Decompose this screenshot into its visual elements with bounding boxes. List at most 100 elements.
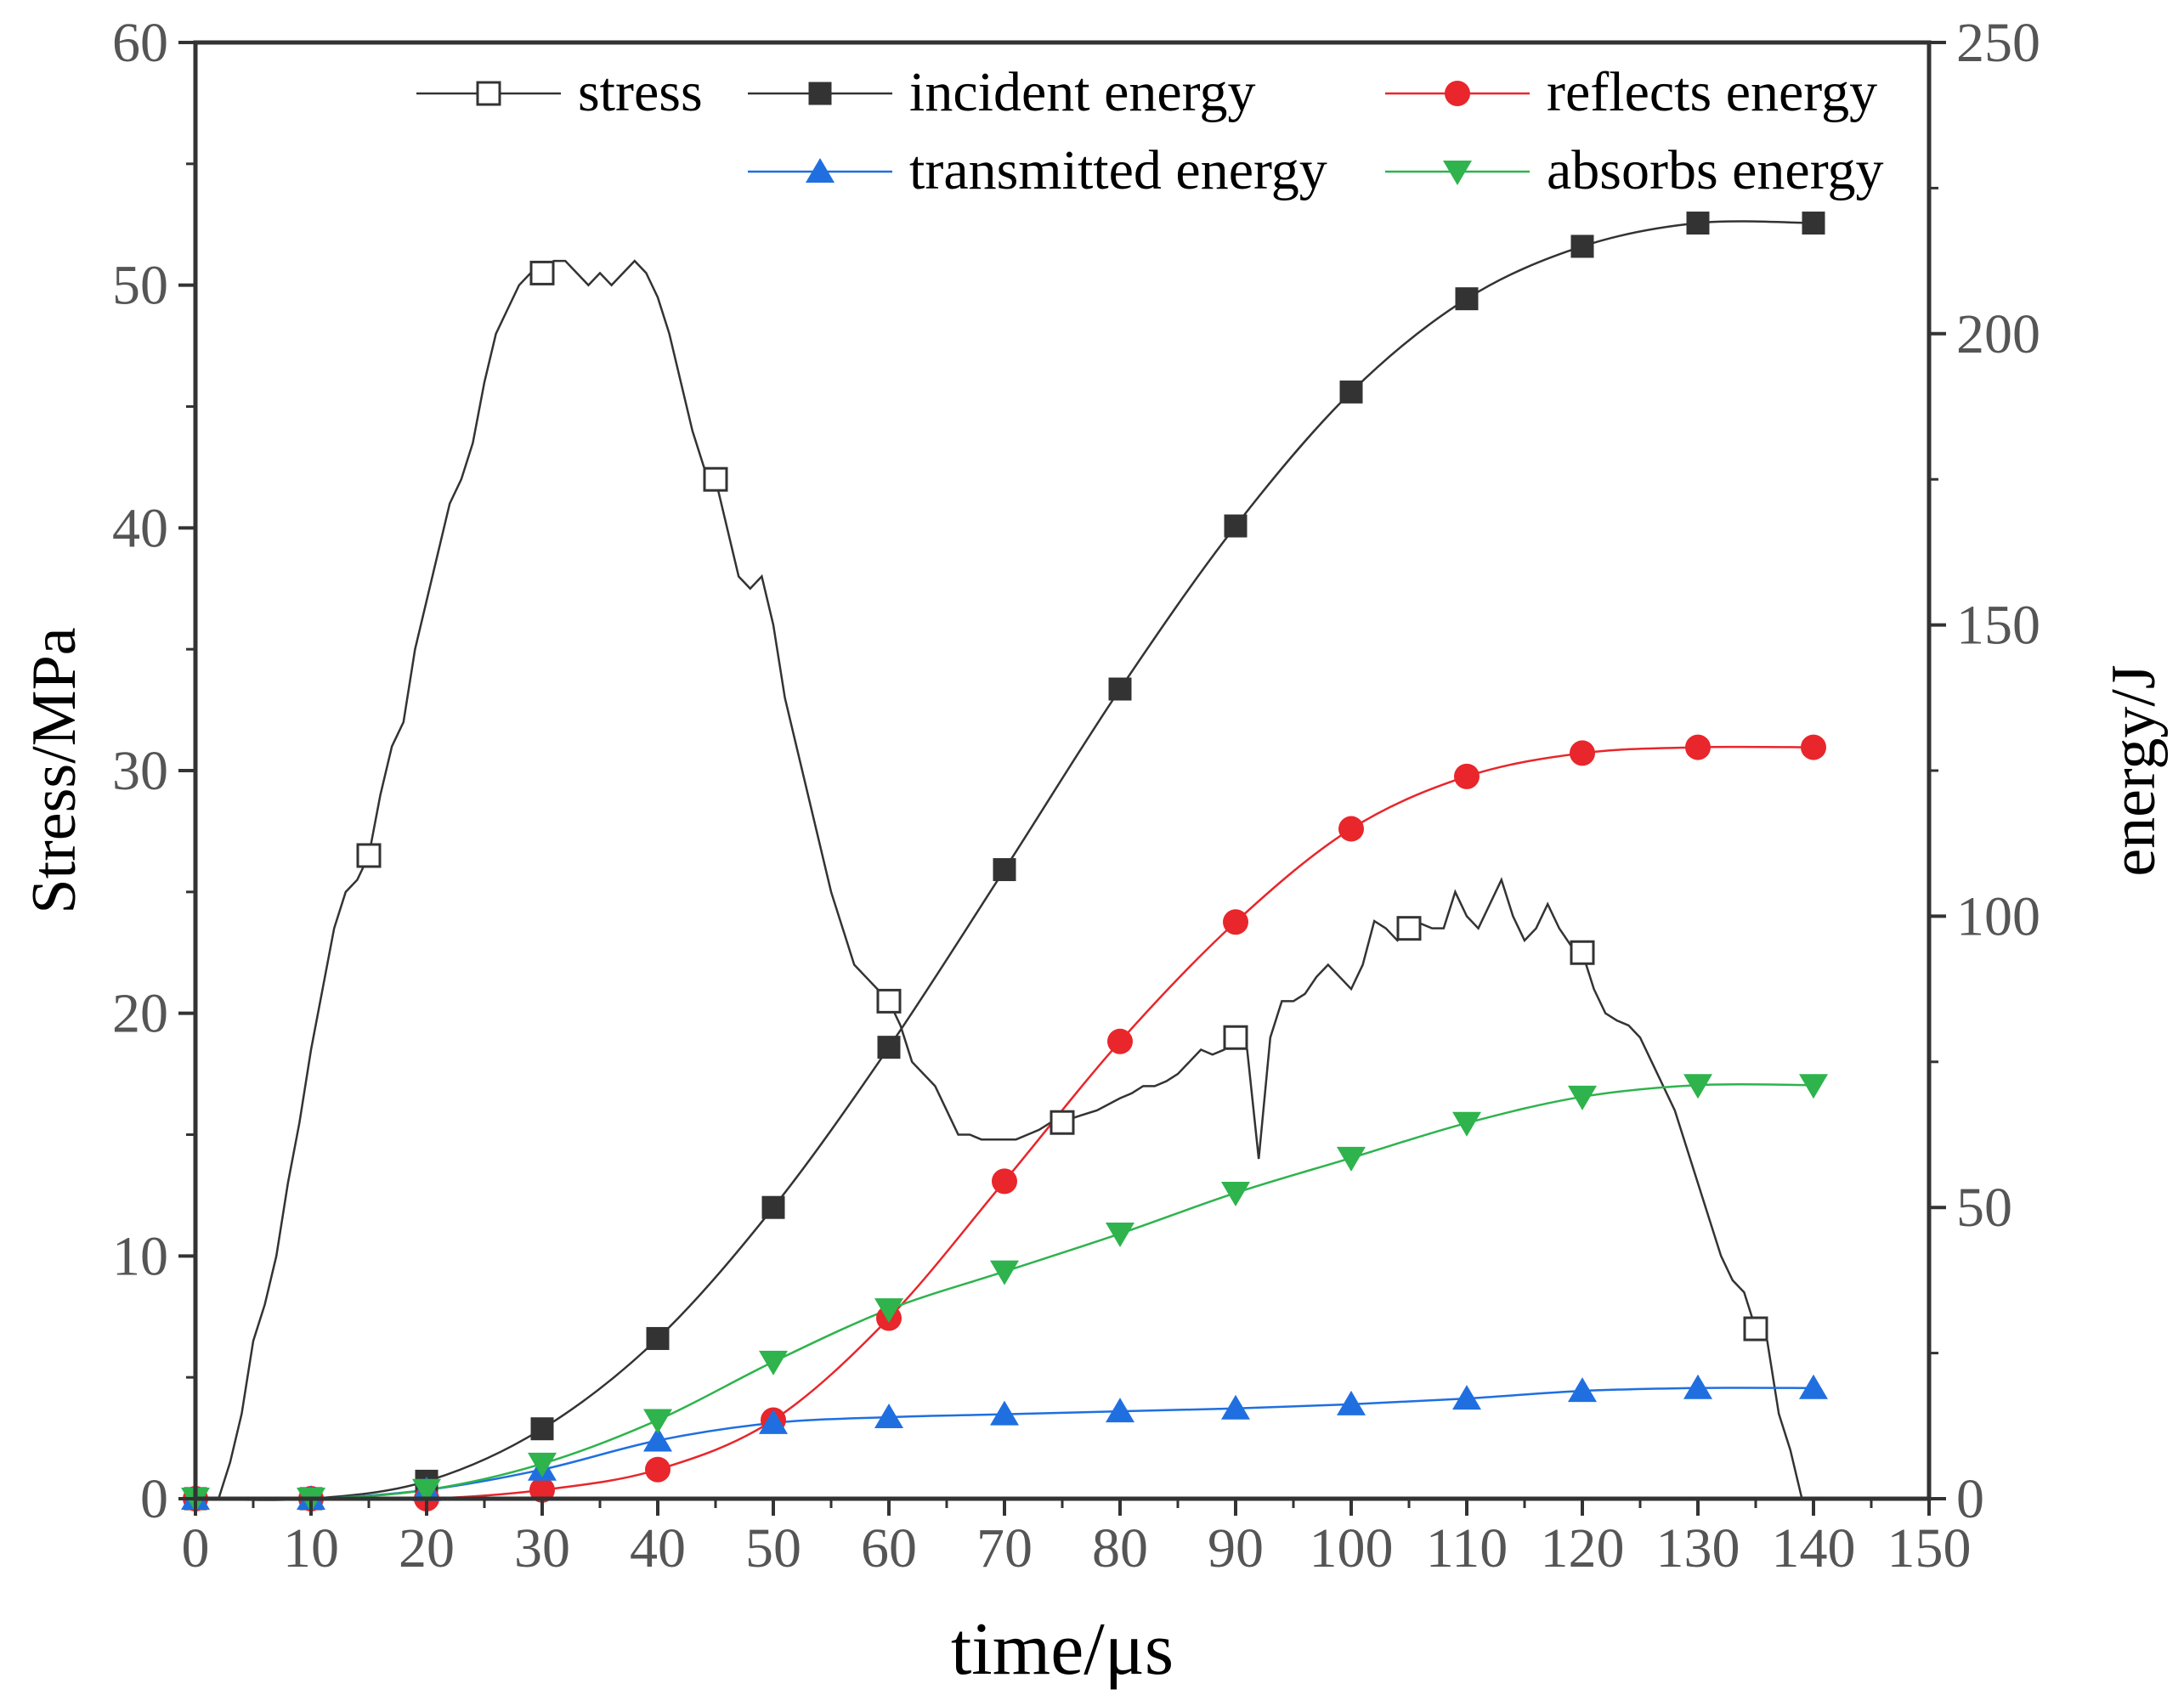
y-tick-label: 10 <box>112 1225 168 1287</box>
absorbs-energy-marker <box>643 1409 672 1434</box>
stress-marker <box>1223 1025 1248 1050</box>
y-tick-label: 50 <box>112 255 168 317</box>
stress-marker <box>529 260 555 285</box>
incident-energy-marker <box>1570 234 1594 258</box>
stress-marker <box>703 466 728 492</box>
incident-energy-marker <box>646 1326 670 1350</box>
legend-item-stress: stress <box>416 61 703 123</box>
absorbs-energy-marker <box>1106 1223 1134 1248</box>
legend-item-absorbs-energy: absorbs energy <box>1385 139 1884 201</box>
reflects-energy-marker <box>1454 763 1480 789</box>
absorbs-energy-marker <box>1683 1074 1712 1099</box>
y-axis-left: 0 10 20 30 40 50 60 <box>112 12 195 1530</box>
absorbs-energy-marker <box>874 1298 903 1324</box>
legend: stress incident energy reflects energy tran… <box>416 61 1884 201</box>
reflects-energy-marker <box>645 1456 670 1483</box>
absorbs-energy-marker <box>1337 1146 1366 1172</box>
y2-tick-label: 50 <box>1956 1177 2012 1239</box>
stress-marker <box>1050 1110 1075 1135</box>
legend-label: reflects energy <box>1547 61 1877 123</box>
x-tick-label: 20 <box>399 1517 455 1579</box>
transmitted-energy-marker <box>1337 1390 1366 1415</box>
incident-energy-marker <box>1339 380 1363 404</box>
absorbs-energy-marker <box>759 1350 788 1376</box>
stress-marker <box>356 843 382 868</box>
x-axis: 0 10 20 30 40 50 60 70 80 90 100 110 120 130 140 150 <box>182 1499 1972 1579</box>
y2-tick-label: 200 <box>1956 303 2040 365</box>
y2-axis-title: energy/J <box>2099 664 2169 876</box>
absorbs-energy-marker <box>990 1260 1019 1285</box>
x-tick-label: 10 <box>283 1517 339 1579</box>
x-axis-title: time/μs <box>951 1608 1174 1691</box>
absorbs-energy-marker <box>528 1452 557 1477</box>
reflects-energy-marker <box>1223 909 1248 935</box>
legend-item-transmitted-energy: transmitted energy <box>748 139 1327 201</box>
absorbs-energy-marker <box>1221 1182 1250 1207</box>
reflects-energy-marker <box>529 1477 555 1503</box>
transmitted-energy-marker <box>1568 1377 1597 1403</box>
legend-marker <box>806 158 835 183</box>
y2-tick-label: 250 <box>1956 12 2040 74</box>
x-tick-label: 60 <box>861 1517 917 1579</box>
y-axis-title: Stress/MPa <box>20 627 89 913</box>
y-tick-label: 0 <box>140 1468 168 1530</box>
absorbs-energy-marker <box>1799 1074 1828 1099</box>
legend-label: transmitted energy <box>909 139 1327 201</box>
y2-tick-label: 100 <box>1956 885 2040 947</box>
legend-label: absorbs energy <box>1547 139 1884 201</box>
incident-energy-marker <box>993 858 1016 882</box>
x-tick-label: 80 <box>1092 1517 1148 1579</box>
stress-marker <box>1743 1316 1768 1342</box>
stress-line <box>195 259 1803 1500</box>
transmitted-energy-marker <box>1799 1374 1828 1399</box>
incident-energy-marker <box>1108 677 1132 701</box>
transmitted-energy-marker <box>1683 1374 1712 1399</box>
absorbs-energy-marker <box>412 1478 441 1504</box>
y-tick-label: 20 <box>112 983 168 1045</box>
stress-marker <box>876 988 902 1014</box>
y2-tick-label: 0 <box>1956 1468 1984 1530</box>
x-tick-label: 130 <box>1656 1517 1740 1579</box>
legend-marker <box>1445 81 1470 106</box>
legend-item-incident-energy: incident energy <box>748 61 1255 123</box>
y-tick-label: 60 <box>112 12 168 74</box>
absorbs-energy-marker <box>1452 1111 1481 1137</box>
incident-energy-marker <box>1802 212 1825 235</box>
incident-energy-marker <box>761 1195 785 1219</box>
y-axis-right: 0 50 100 150 200 250 <box>1929 12 2040 1530</box>
legend-marker <box>1443 161 1472 185</box>
transmitted-energy-marker <box>759 1409 788 1434</box>
x-tick-label: 70 <box>976 1517 1033 1579</box>
transmitted-energy-marker <box>1106 1398 1134 1423</box>
absorbs-energy-marker <box>1568 1085 1597 1110</box>
x-tick-label: 120 <box>1541 1517 1625 1579</box>
x-tick-label: 30 <box>514 1517 570 1579</box>
absorbs-energy-line <box>195 1082 1814 1501</box>
y2-tick-label: 150 <box>1956 595 2040 657</box>
transmitted-energy-marker <box>643 1426 672 1452</box>
x-tick-label: 50 <box>745 1517 801 1579</box>
plot-frame <box>193 40 1932 1501</box>
stress-marker <box>1570 940 1595 965</box>
transmitted-energy-marker <box>1452 1385 1481 1410</box>
x-tick-label: 90 <box>1208 1517 1264 1579</box>
incident-energy-marker <box>1224 514 1248 538</box>
reflects-energy-marker <box>1685 734 1711 760</box>
x-tick-label: 40 <box>630 1517 686 1579</box>
x-tick-label: 100 <box>1310 1517 1394 1579</box>
reflects-energy-marker <box>1801 734 1826 760</box>
legend-label: stress <box>578 61 703 123</box>
reflects-energy-marker <box>992 1168 1017 1195</box>
x-tick-label: 110 <box>1426 1517 1508 1579</box>
transmitted-energy-marker <box>990 1400 1019 1426</box>
transmitted-energy-marker <box>1221 1394 1250 1420</box>
incident-energy-marker <box>1686 212 1710 235</box>
incident-energy-marker <box>1455 287 1479 311</box>
reflects-energy-marker <box>1338 816 1364 842</box>
transmitted-energy-marker <box>874 1404 903 1429</box>
incident-energy-marker <box>877 1036 901 1059</box>
stress-marker <box>1396 916 1422 941</box>
reflects-energy-marker <box>1570 740 1595 766</box>
y-tick-label: 30 <box>112 740 168 802</box>
